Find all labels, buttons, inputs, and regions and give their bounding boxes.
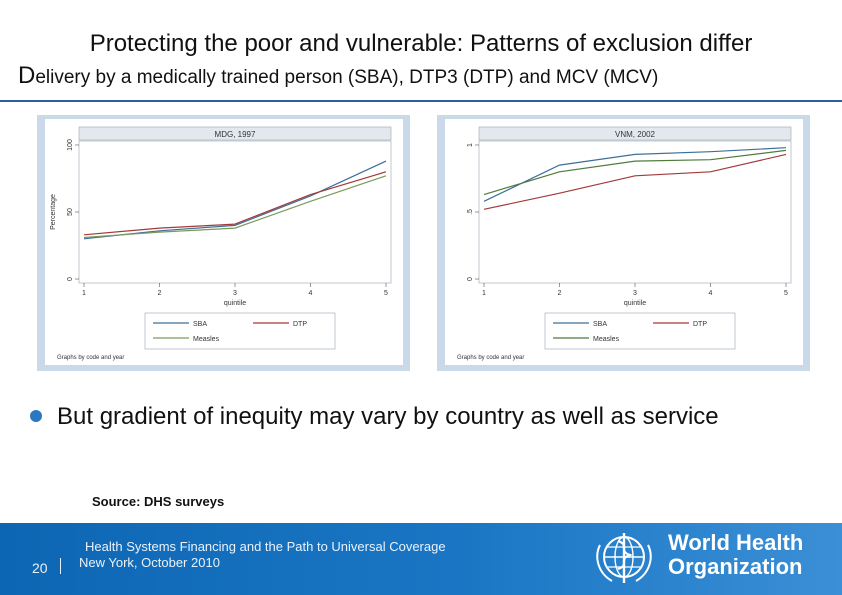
legend-label-sba: SBA: [593, 321, 607, 328]
x-axis-label: quintile: [224, 300, 246, 307]
org-name-line1: World Health: [668, 530, 804, 555]
y-tick-label: 0: [67, 277, 74, 281]
chart-vnm-2002: VNM, 2002 0 .5 1 1 2 3 4 5 quintile SBA DTP Measles G…: [437, 115, 810, 371]
series-line-measles: [83, 175, 387, 239]
slide-title: Protecting the poor and vulnerable: Patt…: [89, 30, 753, 57]
chart-note: Graphs by code and year: [457, 355, 524, 361]
who-emblem-icon: [596, 533, 652, 583]
chart-svg: MDG, 1997 0 50 100 Percentage 1 2 3 4 5 quintile SB…: [45, 119, 403, 365]
x-tick-label: 2: [158, 290, 162, 297]
plot-area: [78, 140, 392, 284]
subtitle-rest: elivery by a medically trained person (S…: [35, 67, 659, 88]
org-name-line2: Organization: [668, 554, 803, 579]
chart-mdg-1997: MDG, 1997 0 50 100 Percentage 1 2 3 4 5 quintile SB…: [37, 115, 410, 371]
subtitle-first-letter: D: [18, 62, 36, 89]
chart-title-band: [478, 126, 792, 141]
page-number: 20: [32, 560, 48, 576]
org-name: World Health Organization: [668, 531, 803, 579]
footer-event-place: New York, October 2010: [79, 555, 220, 570]
series-line-dtp: [483, 153, 787, 210]
y-tick-label: 50: [67, 208, 74, 216]
legend-label-measles: Measles: [193, 336, 220, 343]
series-line-measles: [483, 149, 787, 196]
chart-title: VNM, 2002: [615, 130, 656, 139]
x-tick-label: 5: [384, 290, 388, 297]
source-note: Source: DHS surveys: [92, 494, 225, 509]
footer-bar: Health Systems Financing and the Path to…: [0, 523, 842, 595]
y-tick-label: .5: [467, 209, 474, 215]
x-tick-label: 3: [233, 290, 237, 297]
legend-box: [144, 312, 336, 350]
plot-area: [478, 140, 792, 284]
x-tick-label: 2: [558, 290, 562, 297]
bullet-icon: [30, 410, 42, 422]
y-tick-label: 1: [467, 143, 474, 147]
y-axis-label: Percentage: [50, 194, 57, 230]
x-tick-label: 4: [309, 290, 313, 297]
legend-label-measles: Measles: [593, 336, 620, 343]
x-axis-label: quintile: [624, 300, 646, 307]
page-number-separator: [60, 558, 61, 574]
legend-label-sba: SBA: [193, 321, 207, 328]
chart-title: MDG, 1997: [215, 130, 256, 139]
series-line-sba: [483, 147, 787, 202]
series-line-dtp: [83, 171, 387, 236]
legend-label-dtp: DTP: [693, 321, 707, 328]
chart-svg: VNM, 2002 0 .5 1 1 2 3 4 5 quintile SBA DTP Measles G…: [445, 119, 803, 365]
x-tick-label: 5: [784, 290, 788, 297]
legend-box: [544, 312, 736, 350]
x-tick-label: 1: [482, 290, 486, 297]
y-tick-label: 0: [467, 277, 474, 281]
chart-note: Graphs by code and year: [57, 355, 124, 361]
chart-title-band: [78, 126, 392, 141]
title-rule: [0, 100, 842, 102]
slide-subtitle: Delivery by a medically trained person (…: [18, 62, 828, 90]
y-tick-label: 100: [67, 139, 74, 151]
footer-event-title: Health Systems Financing and the Path to…: [85, 539, 446, 554]
bullet-text: But gradient of inequity may vary by cou…: [57, 403, 719, 430]
legend-label-dtp: DTP: [293, 321, 307, 328]
x-tick-label: 1: [82, 290, 86, 297]
x-tick-label: 4: [709, 290, 713, 297]
x-tick-label: 3: [633, 290, 637, 297]
